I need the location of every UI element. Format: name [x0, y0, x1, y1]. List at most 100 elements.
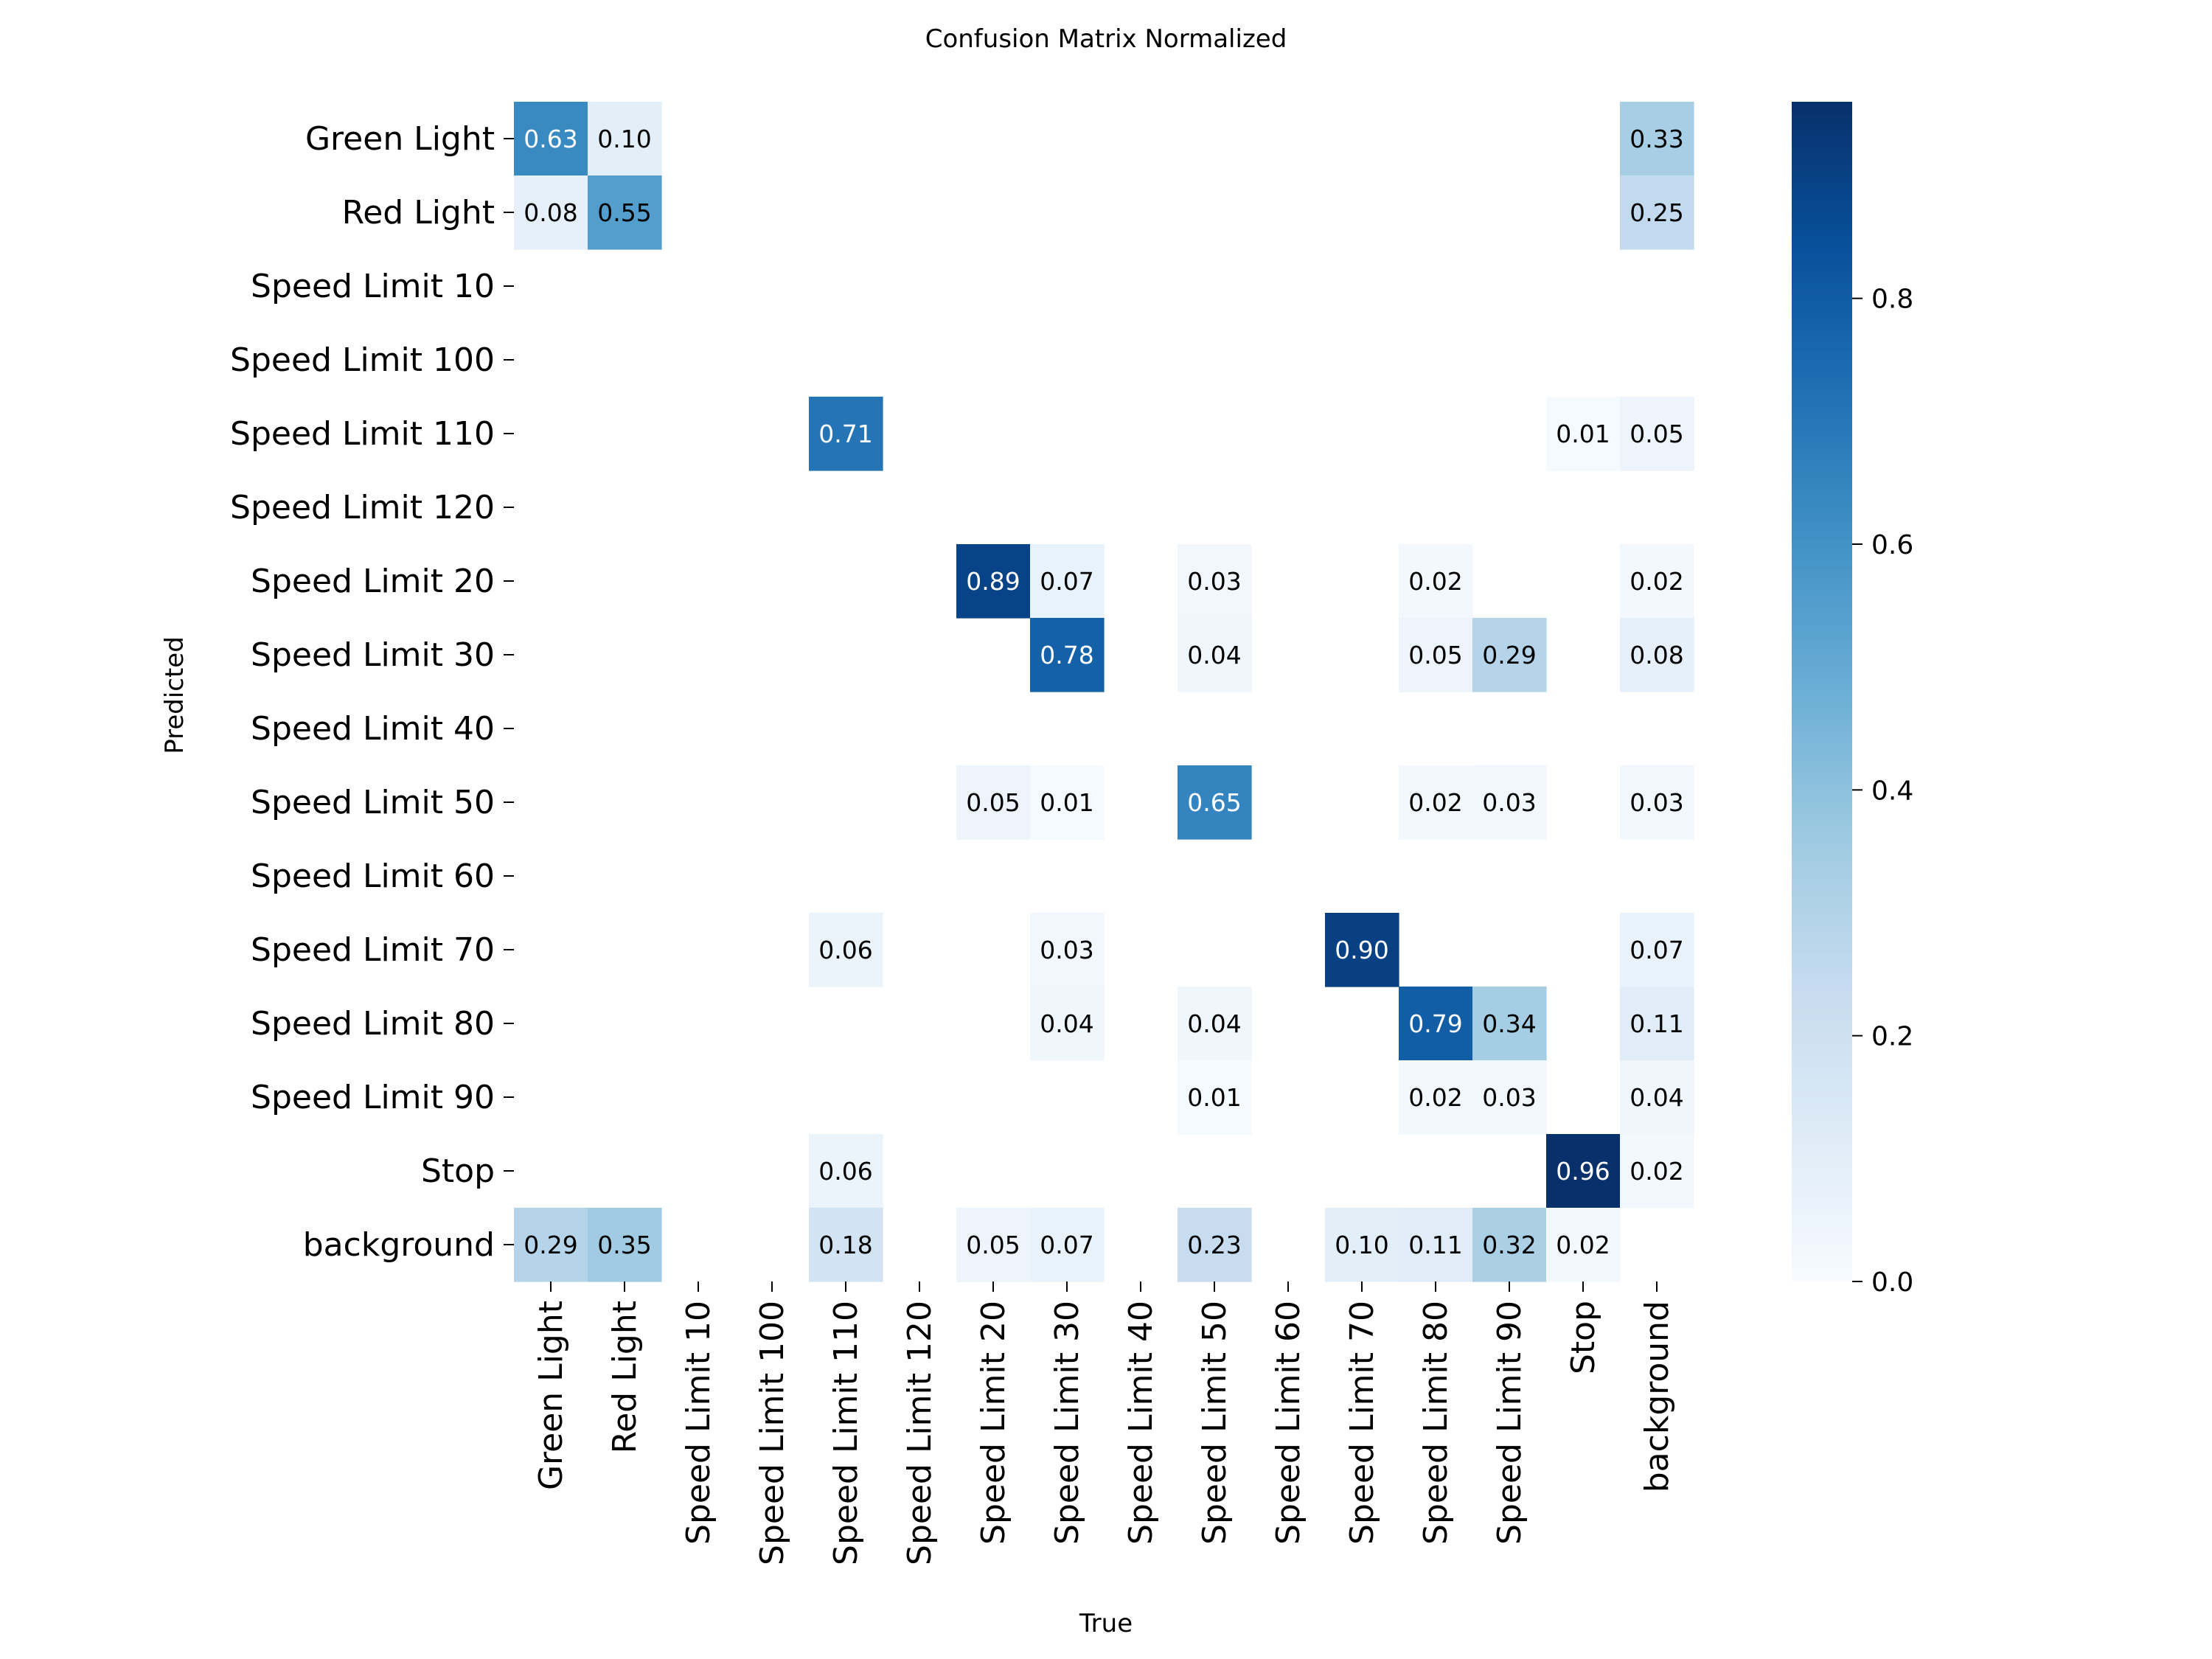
- heatmap-cell: [1620, 618, 1694, 692]
- heatmap-cell: [1620, 765, 1694, 840]
- cell-value-label: 0.89: [966, 567, 1020, 596]
- heatmap-cell-labels: 0.63 0.10 0.33 0.08 0.55 0.25 0.71 0.01 0.05 0.89…: [524, 125, 1683, 1259]
- heatmap-cell: [1030, 913, 1105, 987]
- cell-value-label: 0.05: [1630, 420, 1683, 448]
- cell-value-label: 0.02: [1408, 1083, 1462, 1112]
- cell-value-label: 0.04: [1187, 641, 1241, 669]
- cell-value-label: 0.03: [1040, 936, 1093, 964]
- heatmap-cell: [809, 1208, 883, 1282]
- cell-value-label: 0.05: [966, 1231, 1020, 1259]
- y-tick-label: Speed Limit 80: [251, 1005, 495, 1043]
- heatmap-cell: [956, 1208, 1031, 1282]
- y-axis-label: Predicted: [160, 636, 189, 754]
- heatmap-cell: [1620, 913, 1694, 987]
- colorbar-tick-label: 0.2: [1871, 1022, 1913, 1052]
- x-tick-label: Speed Limit 80: [1417, 1301, 1455, 1545]
- heatmap-cell: [588, 1208, 662, 1282]
- heatmap-cell: [588, 102, 662, 176]
- heatmap-cell: [1546, 1208, 1621, 1282]
- x-tick-label: background: [1638, 1301, 1676, 1492]
- cell-value-label: 0.33: [1630, 125, 1683, 153]
- cell-value-label: 0.02: [1556, 1231, 1610, 1259]
- cell-value-label: 0.05: [966, 788, 1020, 817]
- heatmap-cell: [1620, 1060, 1694, 1135]
- colorbar-gradient: [1792, 102, 1852, 1281]
- cell-value-label: 0.55: [597, 198, 651, 227]
- cell-value-label: 0.03: [1630, 788, 1683, 817]
- heatmap-cell: [1620, 397, 1694, 471]
- y-tick-label: background: [303, 1226, 495, 1264]
- x-tick-label: Speed Limit 20: [975, 1301, 1012, 1545]
- colorbar-tick-label: 0.6: [1871, 530, 1913, 560]
- cell-value-label: 0.02: [1408, 788, 1462, 817]
- x-tick-label: Stop: [1565, 1301, 1602, 1374]
- x-tick-label: Speed Limit 30: [1048, 1301, 1086, 1545]
- cell-value-label: 0.01: [1187, 1083, 1241, 1112]
- heatmap-cell: [1030, 618, 1105, 692]
- x-tick-label: Speed Limit 70: [1343, 1301, 1381, 1545]
- cell-value-label: 0.71: [818, 420, 872, 448]
- cell-value-label: 0.96: [1556, 1157, 1610, 1186]
- heatmap-cell: [1472, 765, 1547, 840]
- cell-value-label: 0.29: [524, 1231, 577, 1259]
- cell-value-label: 0.32: [1482, 1231, 1536, 1259]
- y-axis-ticks: Green Light Red Light Speed Limit 10 Speed …: [230, 120, 514, 1264]
- colorbar-tick-label: 0.8: [1871, 285, 1913, 315]
- cell-value-label: 0.11: [1408, 1231, 1462, 1259]
- cell-value-label: 0.08: [1630, 641, 1683, 669]
- cell-value-label: 0.02: [1630, 567, 1683, 596]
- x-tick-label: Speed Limit 10: [680, 1301, 717, 1545]
- cell-value-label: 0.03: [1187, 567, 1241, 596]
- cell-value-label: 0.02: [1630, 1157, 1683, 1186]
- colorbar: 0.0 0.2 0.4 0.6 0.8: [1792, 102, 1913, 1298]
- y-tick-label: Speed Limit 60: [251, 858, 495, 895]
- heatmap-cell: [1620, 175, 1694, 250]
- heatmap-cell: [1472, 987, 1547, 1061]
- x-tick-label: Red Light: [606, 1301, 644, 1453]
- y-tick-label: Speed Limit 90: [251, 1079, 495, 1116]
- heatmap-cell: [809, 1134, 883, 1208]
- cell-value-label: 0.01: [1556, 420, 1610, 448]
- colorbar-tick-label: 0.0: [1871, 1267, 1913, 1298]
- x-tick-label: Speed Limit 60: [1270, 1301, 1307, 1545]
- cell-value-label: 0.03: [1482, 1083, 1536, 1112]
- chart-title: Confusion Matrix Normalized: [925, 24, 1287, 54]
- y-tick-label: Red Light: [342, 194, 495, 232]
- cell-value-label: 0.03: [1482, 788, 1536, 817]
- cell-value-label: 0.29: [1482, 641, 1536, 669]
- heatmap-cell: [1325, 1208, 1399, 1282]
- cell-value-label: 0.07: [1040, 1231, 1093, 1259]
- heatmap-cell: [1030, 1208, 1105, 1282]
- cell-value-label: 0.65: [1187, 788, 1241, 817]
- y-tick-label: Speed Limit 50: [251, 784, 495, 821]
- x-tick-label: Speed Limit 110: [827, 1301, 865, 1565]
- cell-value-label: 0.04: [1187, 1009, 1241, 1038]
- y-tick-label: Speed Limit 70: [251, 931, 495, 969]
- cell-value-label: 0.06: [818, 1157, 872, 1186]
- heatmap-cell: [1472, 1060, 1547, 1135]
- x-axis-label: True: [1079, 1609, 1133, 1638]
- x-tick-label: Speed Limit 120: [901, 1301, 939, 1565]
- x-tick-label: Speed Limit 90: [1491, 1301, 1528, 1545]
- cell-value-label: 0.04: [1630, 1083, 1683, 1112]
- y-tick-label: Speed Limit 10: [251, 268, 495, 305]
- y-tick-label: Green Light: [305, 120, 495, 158]
- heatmap-cell: [514, 1208, 588, 1282]
- x-axis-ticks: Green Light Red Light Speed Limit 10 Speed …: [532, 1281, 1676, 1565]
- cell-value-label: 0.11: [1630, 1009, 1683, 1038]
- cell-value-label: 0.79: [1408, 1009, 1462, 1038]
- heatmap-cells: [514, 102, 1694, 1282]
- heatmap-cell: [1620, 102, 1694, 176]
- heatmap-cell: [1178, 765, 1252, 840]
- heatmap-cell: [588, 175, 662, 250]
- y-tick-label: Speed Limit 20: [251, 563, 495, 600]
- heatmap-cell: [1399, 618, 1473, 692]
- heatmap-cell: [1399, 544, 1473, 619]
- heatmap-cell: [1178, 618, 1252, 692]
- heatmap-cell: [809, 397, 883, 471]
- heatmap-cell: [1399, 1060, 1473, 1135]
- cell-value-label: 0.78: [1040, 641, 1093, 669]
- heatmap-cell: [1178, 987, 1252, 1061]
- cell-value-label: 0.90: [1335, 936, 1388, 964]
- x-tick-label: Speed Limit 50: [1196, 1301, 1234, 1545]
